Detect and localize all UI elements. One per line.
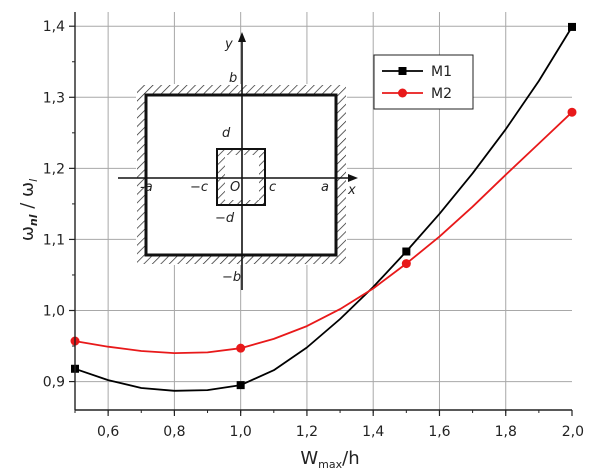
inset-label-a: a xyxy=(321,180,329,195)
data-point-M1 xyxy=(402,247,411,256)
inset-diagram: y x O b −b d −d -a a −c c xyxy=(118,32,358,290)
inset-y-arrow xyxy=(238,32,246,42)
series-line-M1 xyxy=(74,26,573,392)
inset-label-y: y xyxy=(224,37,233,52)
inset-inner-boundary xyxy=(216,148,266,206)
inset-x-arrow xyxy=(348,174,358,182)
y-axis-title: ωnl / ωl xyxy=(17,179,40,241)
inset-label-neg-b: −b xyxy=(222,270,241,285)
inset-outer-boundary xyxy=(144,93,338,257)
inset-label-b: b xyxy=(229,71,237,86)
inset-label-c: c xyxy=(269,180,276,195)
x-tick-label: 1,2 xyxy=(296,424,318,440)
inset-label-neg-d: −d xyxy=(215,211,235,226)
x-axis-title: Wmax/h xyxy=(300,448,359,471)
data-point-M2 xyxy=(236,343,246,353)
legend-marker-M2 xyxy=(398,88,407,98)
x-tick-label: 2,0 xyxy=(562,424,584,440)
inset-label-neg-a: -a xyxy=(140,180,153,195)
inset-label-d: d xyxy=(222,126,231,141)
data-point-M1 xyxy=(568,22,576,31)
inset-label-neg-c: −c xyxy=(190,180,208,195)
data-point-M2 xyxy=(567,107,577,117)
legend-label-M1: M1 xyxy=(431,64,452,80)
legend-label-M2: M2 xyxy=(431,86,452,102)
data-point-M1 xyxy=(236,381,245,390)
x-tick-label: 1,4 xyxy=(362,424,384,440)
legend-marker-M1 xyxy=(398,67,407,75)
x-tick-label: 1,6 xyxy=(428,424,450,440)
y-tick-label: 1,4 xyxy=(43,19,65,35)
x-tick-label: 1,0 xyxy=(230,424,252,440)
y-tick-label: 1,2 xyxy=(43,161,65,177)
axes xyxy=(69,12,573,416)
inset-label-origin: O xyxy=(230,180,240,195)
x-tick-label: 0,8 xyxy=(163,424,185,440)
series-line-M2 xyxy=(74,111,573,355)
y-tick-label: 1,0 xyxy=(43,304,65,320)
x-tick-label: 0,6 xyxy=(97,424,119,440)
y-tick-label: 1,3 xyxy=(43,90,65,106)
x-tick-label: 1,8 xyxy=(495,424,517,440)
data-point-M2 xyxy=(401,259,411,269)
series-curves xyxy=(74,26,573,392)
tick-labels: 0,9 1,0 1,1 1,2 1,3 1,4 0,6 0,8 1,0 1,2 1,4 1,6 1,8 2… xyxy=(43,19,584,440)
inset-label-x: x xyxy=(347,183,356,198)
y-tick-label: 1,1 xyxy=(43,232,65,248)
y-tick-label: 0,9 xyxy=(43,375,65,391)
inset-inner-hatching xyxy=(217,149,265,205)
legend-box xyxy=(373,54,474,110)
